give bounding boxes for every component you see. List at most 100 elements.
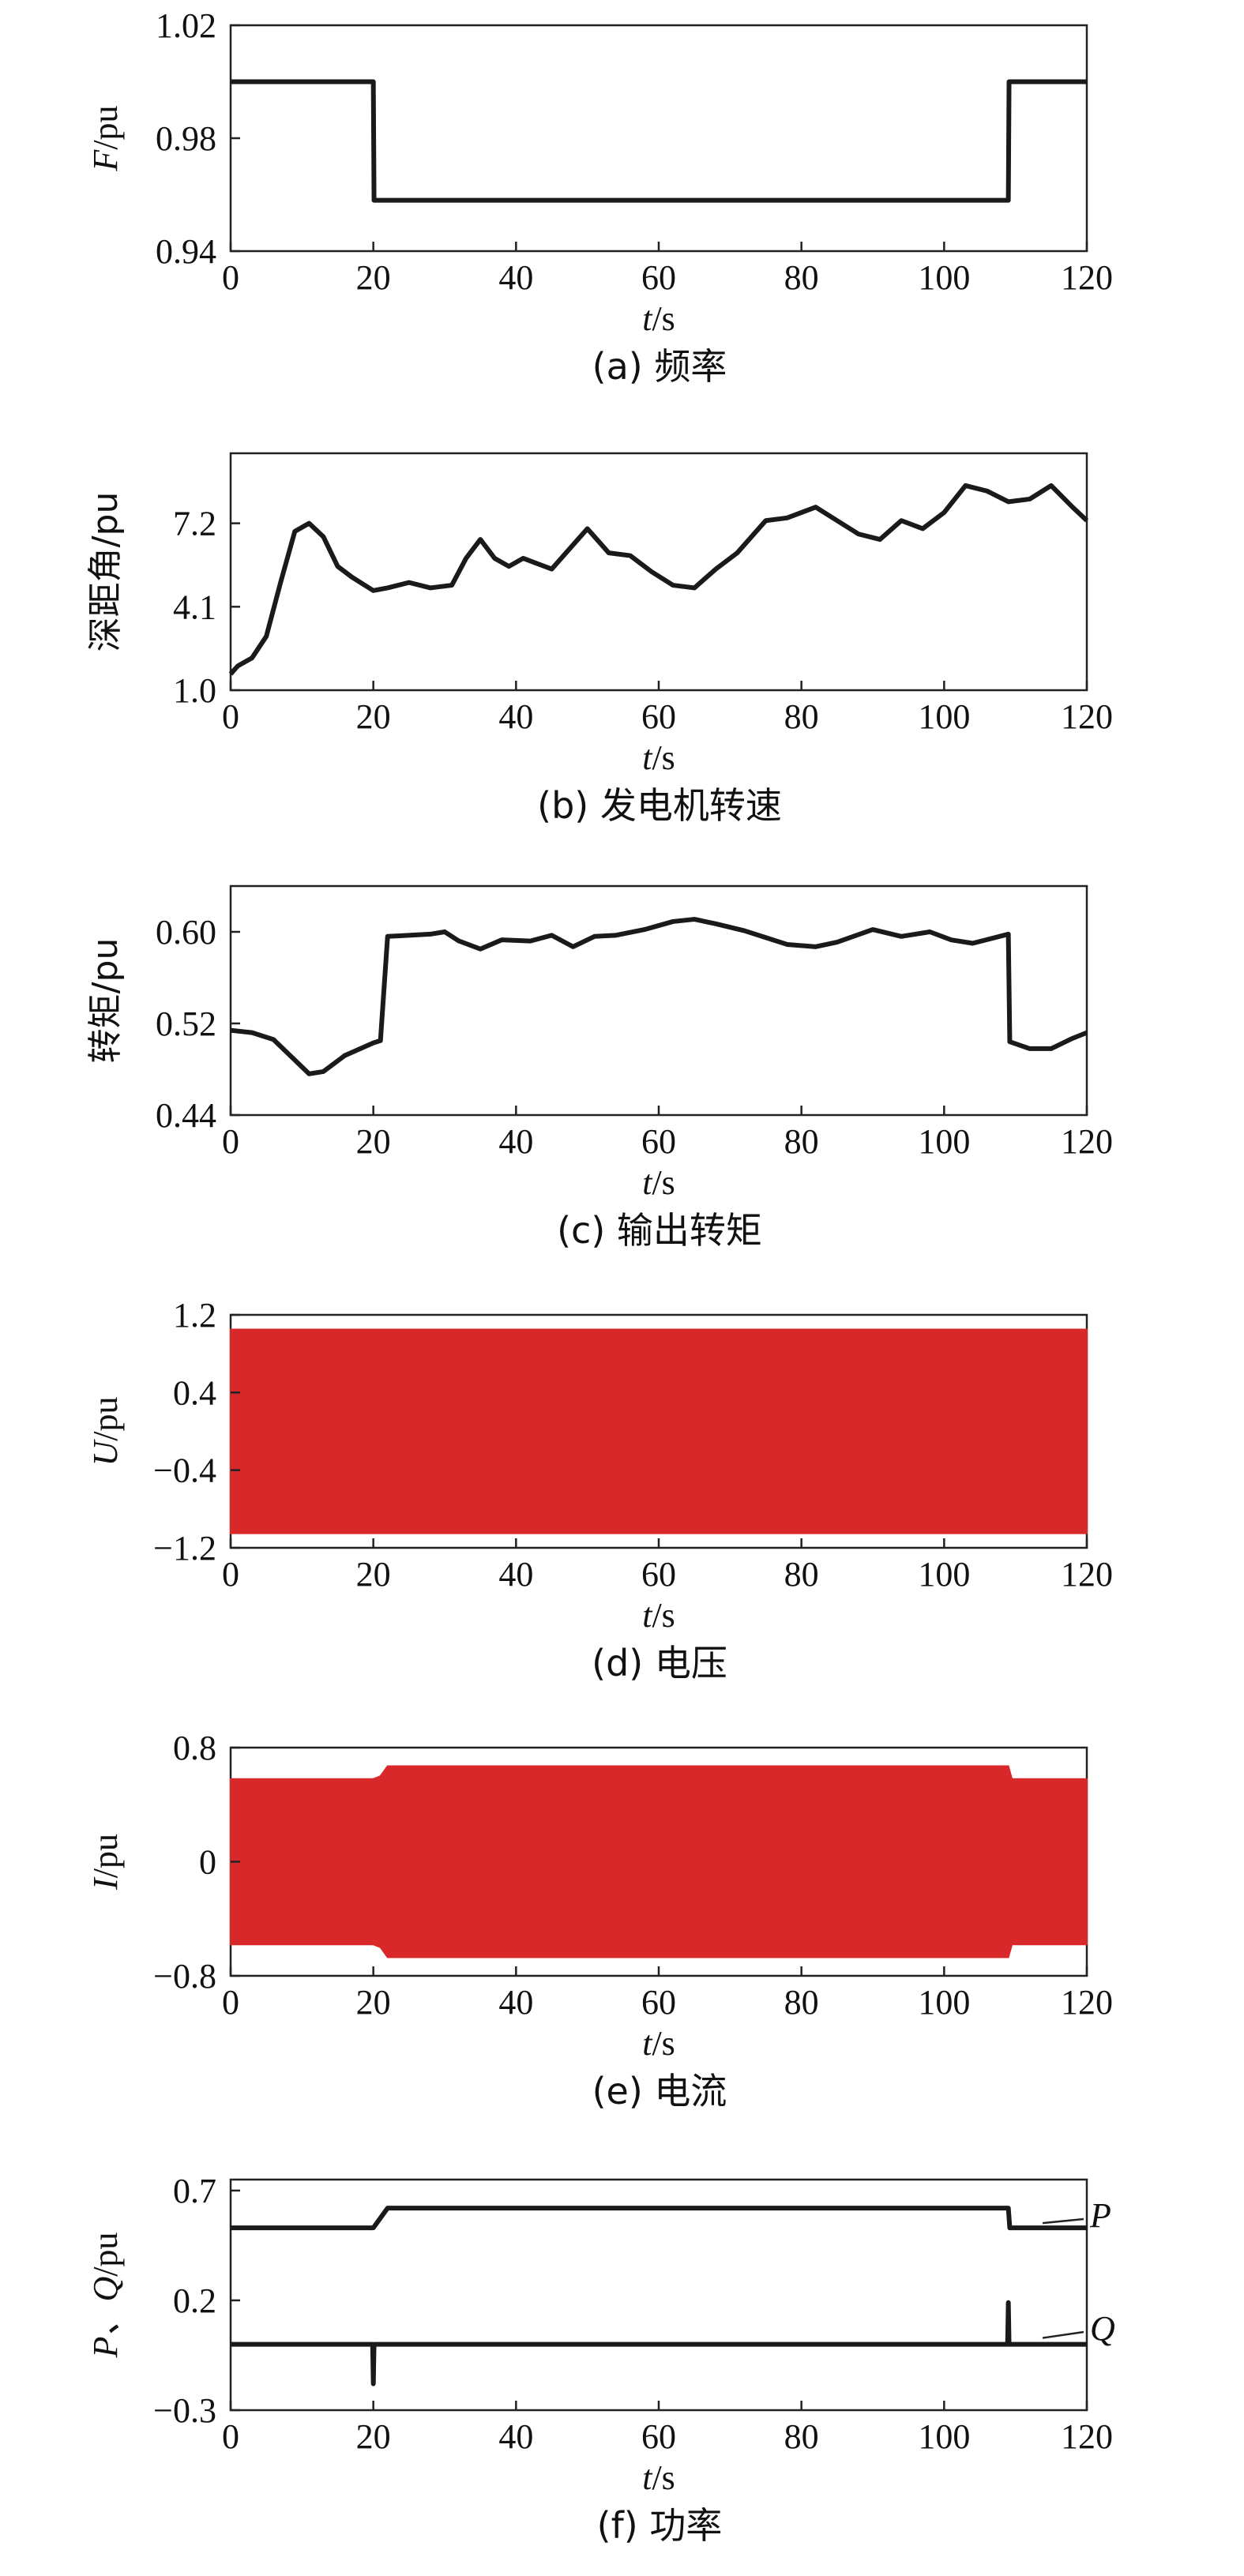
x-tick-label: 20 — [356, 1122, 391, 1161]
series-line-p — [231, 2206, 1087, 2231]
x-axis-label: t/s — [642, 2458, 675, 2497]
y-axis-label: 转矩/pu — [85, 938, 126, 1064]
x-tick-label: 0 — [222, 258, 239, 297]
x-axis-var: t — [642, 2024, 653, 2063]
x-tick-label: 0 — [222, 2417, 239, 2456]
y-axis-unit: /pu — [86, 2232, 125, 2277]
x-axis-label: t/s — [642, 1596, 675, 1635]
signal-envelope — [230, 1328, 1088, 1534]
x-tick-label: 20 — [356, 1983, 391, 2022]
y-axis-label: U/pu — [86, 1396, 125, 1466]
panel-caption: (e) 电流 — [592, 2070, 727, 2112]
y-axis-var: I — [86, 1876, 125, 1891]
x-axis-var: t — [642, 1163, 653, 1202]
y-axis-label: P、Q/pu — [86, 2232, 125, 2359]
x-axis-unit: /s — [652, 738, 675, 777]
x-axis-unit: /s — [652, 1596, 675, 1635]
series-line — [228, 483, 1089, 676]
x-tick-label: 80 — [784, 1122, 819, 1161]
series-label-p: P — [1089, 2196, 1111, 2235]
x-tick-label: 120 — [1061, 1555, 1113, 1594]
y-tick-label: −0.3 — [153, 2391, 216, 2430]
y-tick-label: 0.2 — [173, 2281, 216, 2320]
plot-frame — [229, 24, 1088, 253]
y-tick-label: −0.8 — [153, 1957, 216, 1996]
panel-caption: (b) 发电机转速 — [537, 784, 782, 827]
chart-panel-1: 0 20 40 60 80 100 120 0.94 0.98 1.02 t/s F/pu (a) 频率 — [86, 6, 1113, 388]
x-axis-label: t/s — [642, 1163, 675, 1202]
chart-panel-4: 0 20 40 60 80 100 120 −1.2 −0.4 0.4 1.2 t/s U/pu (d) … — [86, 1296, 1113, 1684]
x-tick-label: 100 — [918, 1983, 970, 2022]
y-axis-unit: /pu — [86, 1396, 125, 1440]
x-tick-label: 60 — [641, 1983, 676, 2022]
x-axis-var: t — [642, 1596, 653, 1635]
x-tick-label: 80 — [784, 697, 819, 736]
x-tick-label: 0 — [222, 1555, 239, 1594]
panel-caption: (c) 输出转矩 — [557, 1209, 762, 1252]
x-tick-label: 100 — [918, 1555, 970, 1594]
x-tick-label: 0 — [222, 697, 239, 736]
x-tick-label: 20 — [356, 1555, 391, 1594]
y-tick-label: −0.4 — [153, 1451, 216, 1490]
panel-caption: (a) 频率 — [592, 345, 727, 388]
y-tick-label: 0 — [199, 1843, 216, 1882]
x-tick-label: 20 — [356, 2417, 391, 2456]
x-axis-label: t/s — [642, 738, 675, 777]
y-axis-unit: /pu — [86, 105, 125, 149]
x-tick-label: 100 — [918, 2417, 970, 2456]
x-axis-label: t/s — [642, 299, 675, 338]
x-tick-label: 80 — [784, 258, 819, 297]
y-axis-var: F — [86, 149, 125, 172]
series-line — [231, 79, 1087, 203]
chart-panel-6: 0 20 40 60 80 100 120 −0.3 0.2 0.7 t/s P、Q/pu (f) 功率… — [86, 2172, 1115, 2547]
x-axis-unit: /s — [652, 1163, 675, 1202]
x-tick-label: 60 — [641, 1555, 676, 1594]
x-tick-label: 120 — [1061, 2417, 1113, 2456]
x-tick-label: 40 — [498, 2417, 533, 2456]
y-tick-label: 0.94 — [156, 232, 216, 271]
x-axis-unit: /s — [652, 2024, 675, 2063]
y-axis-var: P、Q — [86, 2277, 125, 2359]
chart-panel-2: 0 20 40 60 80 100 120 1.0 4.1 7.2 t/s 深距角/pu (b) 发电机… — [85, 452, 1113, 827]
series-leader-line — [1042, 2330, 1084, 2339]
chart-panel-5: 0 20 40 60 80 100 120−0.800.8t/sI/pu(e) 电流 — [86, 1729, 1113, 2112]
series-label-q: Q — [1090, 2309, 1115, 2348]
y-tick-label: 1.0 — [173, 671, 216, 710]
plot-frame — [229, 884, 1088, 1117]
y-tick-label: −1.2 — [153, 1529, 216, 1568]
x-tick-label: 60 — [641, 1122, 676, 1161]
plot-frame — [229, 452, 1088, 692]
x-tick-label: 120 — [1061, 697, 1113, 736]
x-tick-label: 0 — [222, 1122, 239, 1161]
y-axis-unit: /pu — [86, 1834, 125, 1878]
x-tick-label: 100 — [918, 697, 970, 736]
x-tick-label: 40 — [498, 697, 533, 736]
x-tick-label: 20 — [356, 697, 391, 736]
series-leader-line — [1042, 2217, 1084, 2225]
y-tick-label: 0.98 — [156, 119, 216, 158]
x-tick-label: 60 — [641, 697, 676, 736]
x-tick-label: 60 — [641, 2417, 676, 2456]
y-tick-label: 0.4 — [173, 1373, 216, 1412]
y-axis-label: 深距角/pu — [85, 492, 126, 652]
panel-caption: (d) 电压 — [592, 1642, 727, 1684]
x-tick-label: 80 — [784, 1983, 819, 2022]
x-tick-label: 20 — [356, 258, 391, 297]
x-tick-label: 100 — [918, 1122, 970, 1161]
chart-panel-3: 0 20 40 60 80 100 120 0.44 0.52 0.60 t/s 转矩/pu (c) 输… — [85, 884, 1113, 1252]
y-tick-label: 1.02 — [156, 6, 216, 45]
y-axis-unit: 深距角/pu — [85, 492, 126, 652]
x-axis-var: t — [642, 299, 653, 338]
y-tick-label: 0.52 — [156, 1004, 216, 1043]
x-tick-label: 40 — [498, 258, 533, 297]
signal-envelope — [230, 1765, 1088, 1958]
series-line-q — [231, 2300, 1087, 2386]
x-axis-var: t — [642, 2458, 653, 2497]
y-axis-label: F/pu — [86, 105, 125, 171]
panel-caption: (f) 功率 — [597, 2504, 723, 2547]
x-tick-label: 80 — [784, 2417, 819, 2456]
x-axis-var: t — [642, 738, 653, 777]
y-tick-label: 0.7 — [173, 2172, 216, 2210]
x-tick-label: 80 — [784, 1555, 819, 1594]
